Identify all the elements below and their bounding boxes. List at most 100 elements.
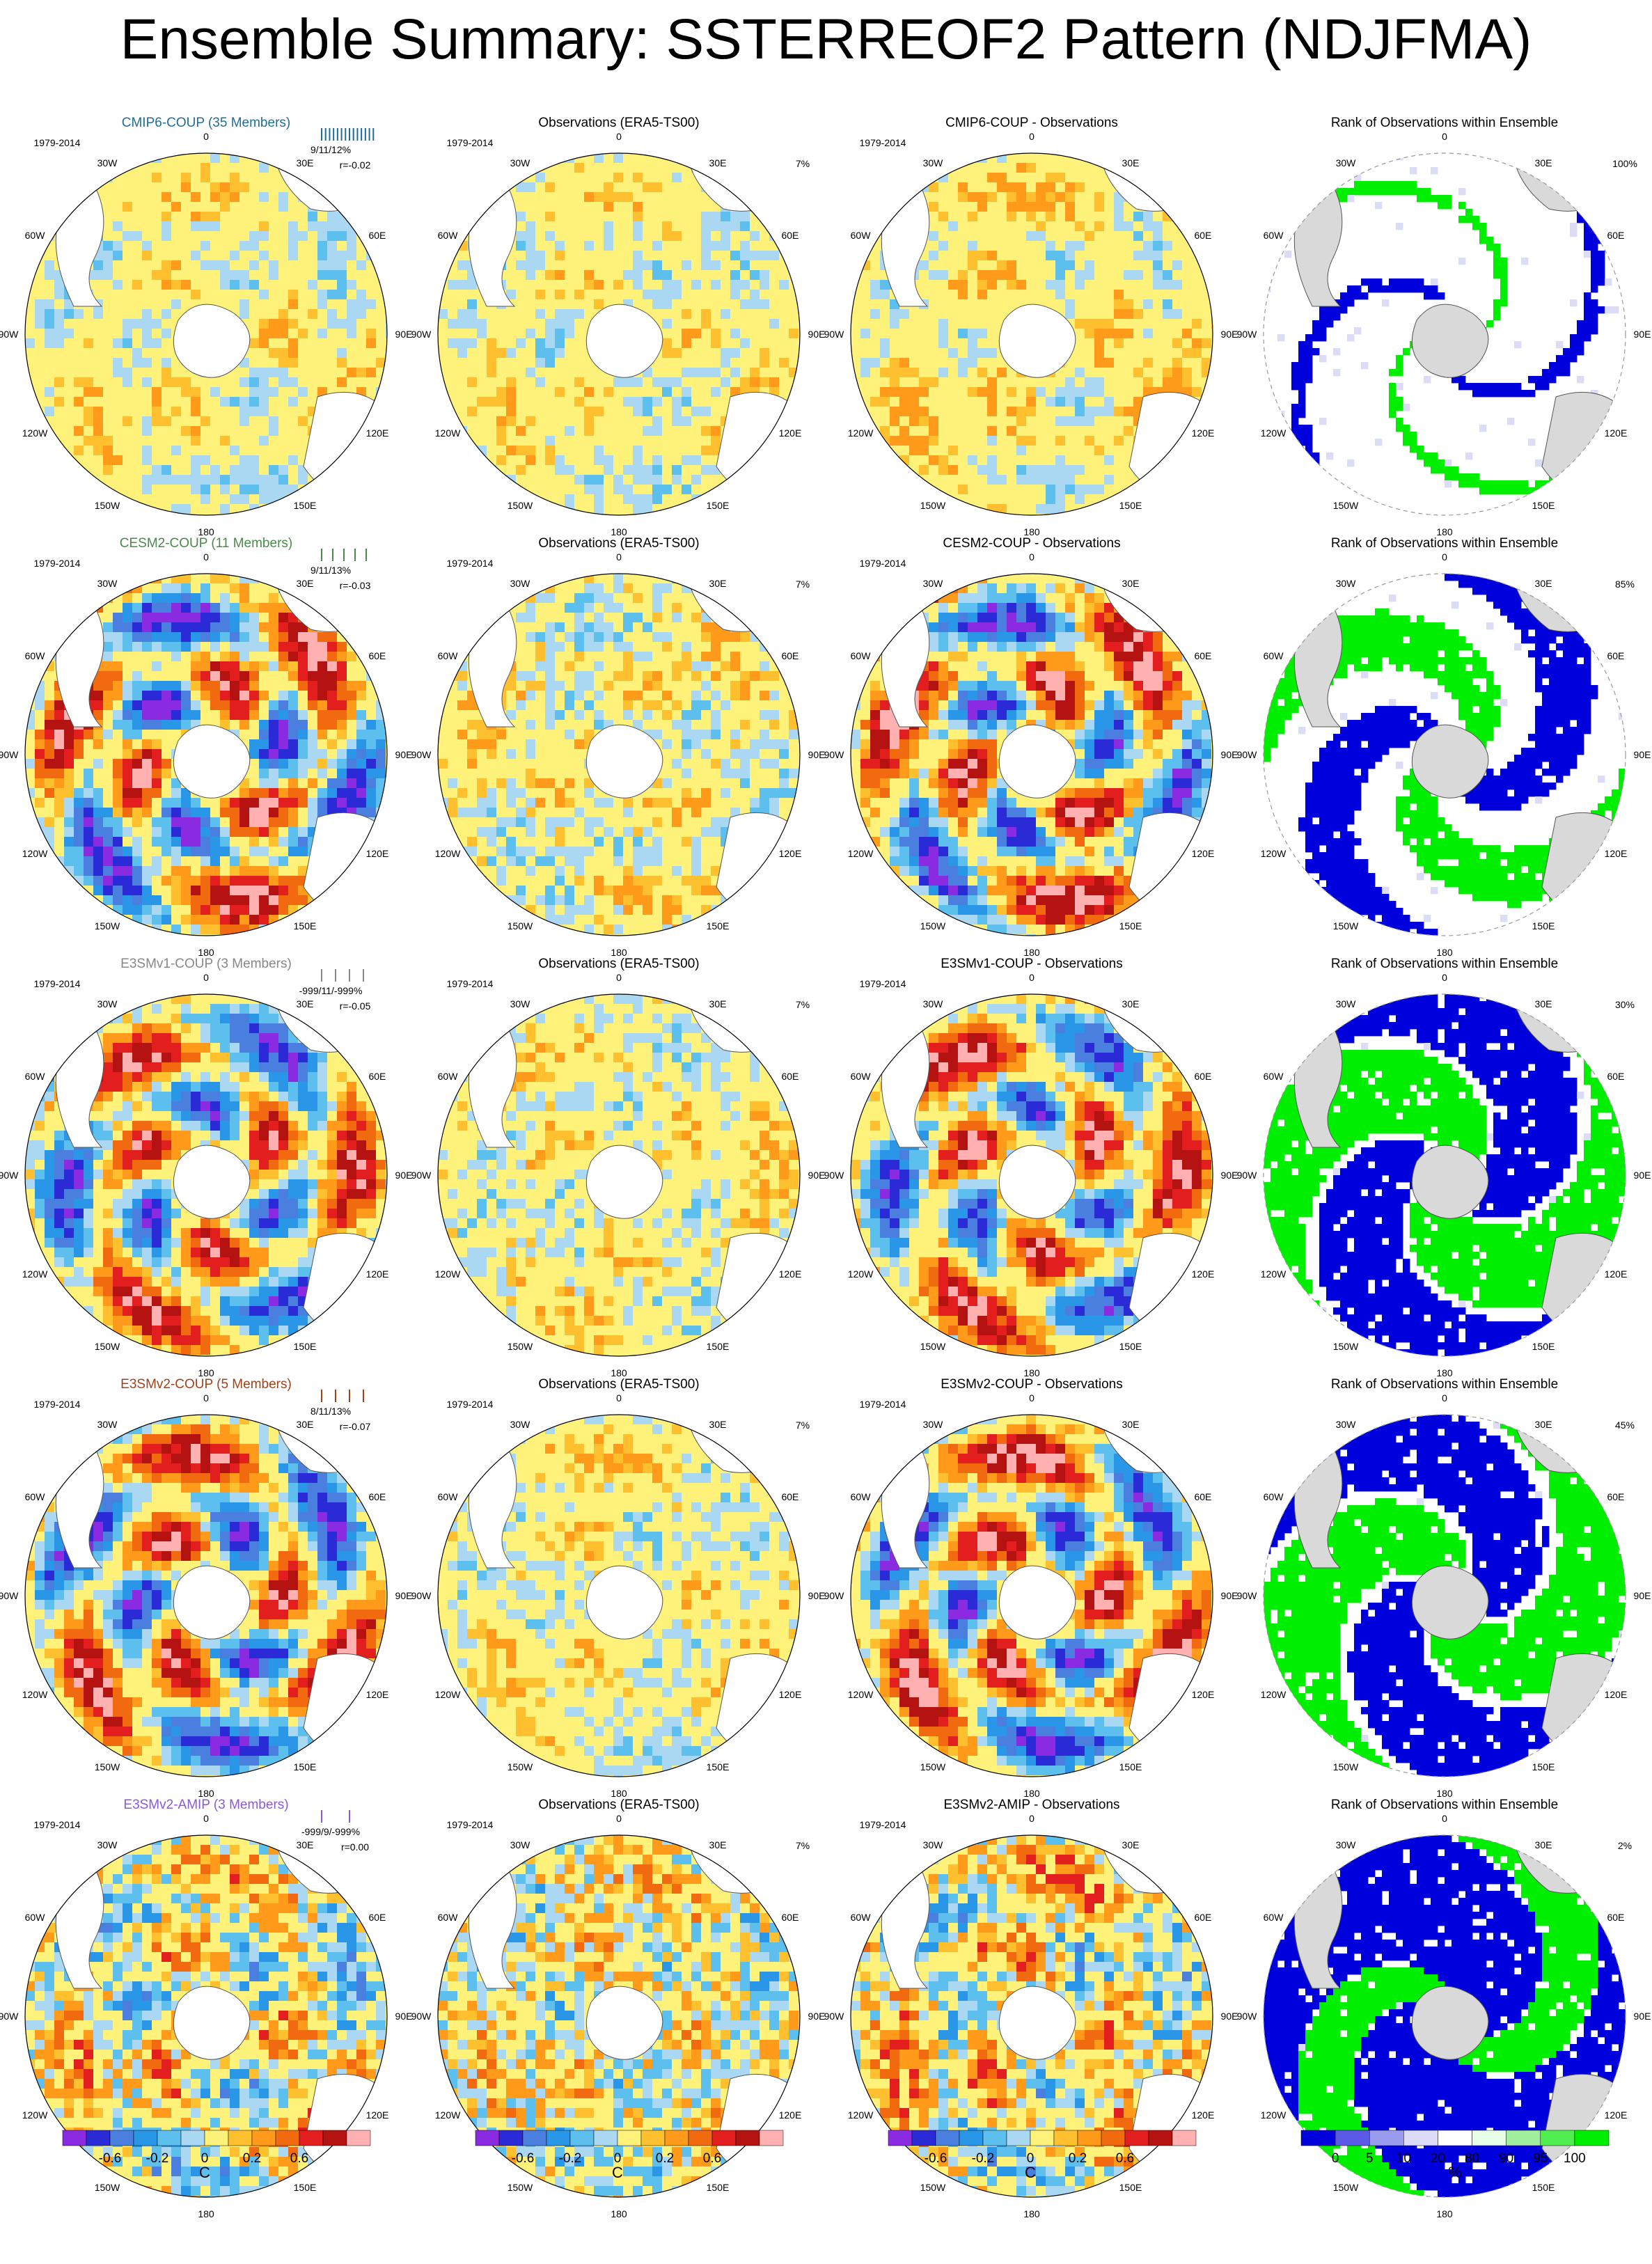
map-cell bbox=[93, 455, 104, 466]
map-cell bbox=[54, 494, 65, 505]
rank-cell bbox=[1493, 272, 1501, 279]
map-cell bbox=[477, 514, 487, 515]
map-cell bbox=[1153, 329, 1163, 339]
map-cell bbox=[386, 407, 387, 417]
map-cell bbox=[249, 465, 260, 475]
map-cell bbox=[1211, 416, 1213, 427]
map-cell bbox=[1104, 387, 1115, 398]
map-cell bbox=[555, 397, 565, 407]
map-cell bbox=[701, 387, 711, 398]
map-cell bbox=[181, 153, 191, 164]
map-cell bbox=[1114, 290, 1124, 300]
map-cell bbox=[269, 475, 279, 485]
map-cell bbox=[1104, 192, 1115, 203]
map-cell bbox=[386, 485, 387, 495]
lon-label: 30E bbox=[297, 157, 314, 168]
map-cell bbox=[958, 504, 968, 514]
map-cell bbox=[103, 593, 113, 604]
map-cell bbox=[386, 455, 387, 466]
map-cell bbox=[526, 436, 536, 446]
map-cell bbox=[968, 290, 978, 300]
map-cell bbox=[740, 241, 750, 251]
model-field bbox=[25, 574, 387, 936]
map-cell bbox=[545, 299, 556, 310]
map-cell bbox=[347, 446, 357, 456]
map-cell bbox=[317, 475, 328, 485]
map-cell bbox=[386, 446, 387, 456]
rank-cell bbox=[1591, 216, 1598, 223]
map-cell bbox=[1182, 348, 1193, 359]
map-cell bbox=[672, 163, 682, 173]
rank-cell bbox=[1431, 466, 1438, 474]
map-cell bbox=[851, 309, 861, 320]
map-cell bbox=[574, 260, 585, 271]
map-cell bbox=[633, 416, 643, 427]
map-cell bbox=[448, 485, 458, 495]
map-cell bbox=[1104, 338, 1115, 349]
map-cell bbox=[779, 270, 789, 281]
map-cell bbox=[643, 504, 653, 514]
map-cell bbox=[64, 494, 74, 505]
lon-label: 30E bbox=[1535, 157, 1552, 168]
map-cell bbox=[288, 397, 299, 407]
map-cell bbox=[269, 329, 279, 339]
map-cell bbox=[1007, 475, 1017, 485]
map-cell bbox=[1085, 202, 1095, 212]
map-cell bbox=[730, 309, 741, 320]
map-cell bbox=[1133, 251, 1144, 261]
map-cell bbox=[1075, 270, 1085, 281]
map-cell bbox=[711, 426, 721, 437]
map-cell bbox=[181, 221, 191, 232]
map-cell bbox=[64, 163, 74, 173]
map-cell bbox=[386, 574, 387, 584]
map-cell bbox=[386, 260, 387, 271]
rank-cell bbox=[1284, 251, 1292, 258]
map-cell bbox=[1211, 329, 1213, 339]
map-cell bbox=[643, 163, 653, 173]
map-cell bbox=[467, 426, 478, 437]
rank-cell bbox=[1577, 195, 1584, 203]
map-cell bbox=[35, 329, 45, 339]
map-cell bbox=[1046, 494, 1056, 505]
rank-cell bbox=[1493, 244, 1501, 251]
map-cell bbox=[1182, 309, 1193, 320]
map-cell bbox=[25, 173, 36, 183]
map-cell bbox=[987, 221, 998, 232]
map-cell bbox=[386, 251, 387, 261]
map-cell bbox=[929, 514, 939, 515]
map-cell bbox=[633, 436, 643, 446]
map-cell bbox=[278, 221, 289, 232]
map-cell bbox=[347, 368, 357, 378]
map-cell bbox=[1172, 270, 1183, 281]
map-cell bbox=[948, 514, 959, 515]
map-cell bbox=[132, 504, 143, 514]
map-cell bbox=[74, 475, 84, 485]
rank-cell bbox=[1563, 174, 1571, 182]
map-cell bbox=[259, 426, 269, 437]
map-cell bbox=[487, 475, 497, 485]
map-cell bbox=[711, 251, 721, 261]
map-cell bbox=[938, 348, 949, 359]
map-cell bbox=[613, 377, 624, 388]
map-cell bbox=[1124, 299, 1134, 310]
map-cell bbox=[574, 446, 585, 456]
map-cell bbox=[1085, 348, 1095, 359]
map-cell bbox=[799, 348, 800, 359]
map-cell bbox=[1114, 241, 1124, 251]
lon-label: 90E bbox=[395, 329, 413, 340]
map-cell bbox=[1046, 192, 1056, 203]
map-cell bbox=[870, 407, 881, 417]
map-cell bbox=[672, 338, 682, 349]
map-cell bbox=[779, 455, 789, 466]
map-cell bbox=[171, 163, 182, 173]
map-cell bbox=[487, 163, 497, 173]
map-cell bbox=[74, 583, 84, 594]
map-cell bbox=[84, 387, 94, 398]
map-cell bbox=[457, 475, 468, 485]
map-cell bbox=[457, 192, 468, 203]
map-cell bbox=[386, 397, 387, 407]
map-cell bbox=[1133, 280, 1144, 290]
map-cell bbox=[162, 416, 172, 427]
map-cell bbox=[1124, 251, 1134, 261]
map-cell bbox=[1143, 231, 1154, 242]
